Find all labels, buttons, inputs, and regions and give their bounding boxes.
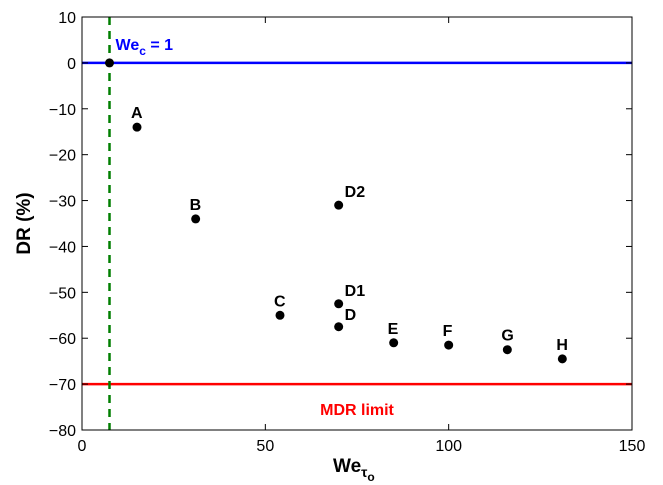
y-axis-title: DR (%) [14,192,35,254]
x-tick-label: 100 [435,438,462,455]
y-tick-label: 0 [67,56,76,73]
y-tick-label: −60 [49,331,76,348]
point-label-c: C [274,293,286,310]
y-tick-label: −10 [49,102,76,119]
x-title-sub: τ [361,464,368,480]
plot-area [82,17,632,430]
point-b [191,214,201,224]
point-label-d1: D1 [345,283,366,300]
y-tick-label: −70 [49,377,76,394]
point-d2 [334,200,344,210]
point-label-f: F [443,323,453,340]
wec-rest: = 1 [146,37,173,54]
y-tick-label: −80 [49,423,76,440]
wec-annotation: Wec = 1 [116,37,174,58]
point-d1 [334,299,344,309]
x-title-main: We [333,456,361,477]
y-tick-label: 10 [58,10,76,27]
mdr-annotation: MDR limit [320,402,394,419]
point-c [275,310,285,320]
y-tick-label: −50 [49,285,76,302]
wec-main: We [116,37,140,54]
point-label-d: D [345,307,357,324]
point-d [334,322,344,332]
x-tick-label: 50 [256,438,274,455]
point-f [444,340,454,350]
point-label-a: A [131,105,143,122]
point-h [557,354,567,364]
point-e [389,338,399,348]
x-tick-label: 0 [78,438,87,455]
point-label-d2: D2 [345,184,366,201]
point-label-g: G [501,328,513,345]
point-label-e: E [388,321,399,338]
wec-sub: c [139,44,146,58]
y-tick-label: −20 [49,148,76,165]
point-a [132,122,142,132]
y-tick-label: −30 [49,194,76,211]
origin-point [105,58,114,68]
point-label-h: H [556,337,568,354]
point-g [502,345,512,355]
y-tick-label: −40 [49,239,76,256]
x-axis-title: Weτo [333,456,375,484]
point-label-b: B [190,197,202,214]
plot-frame [81,16,633,431]
x-title-subsub: o [367,470,374,484]
x-tick-label: 150 [619,438,646,455]
